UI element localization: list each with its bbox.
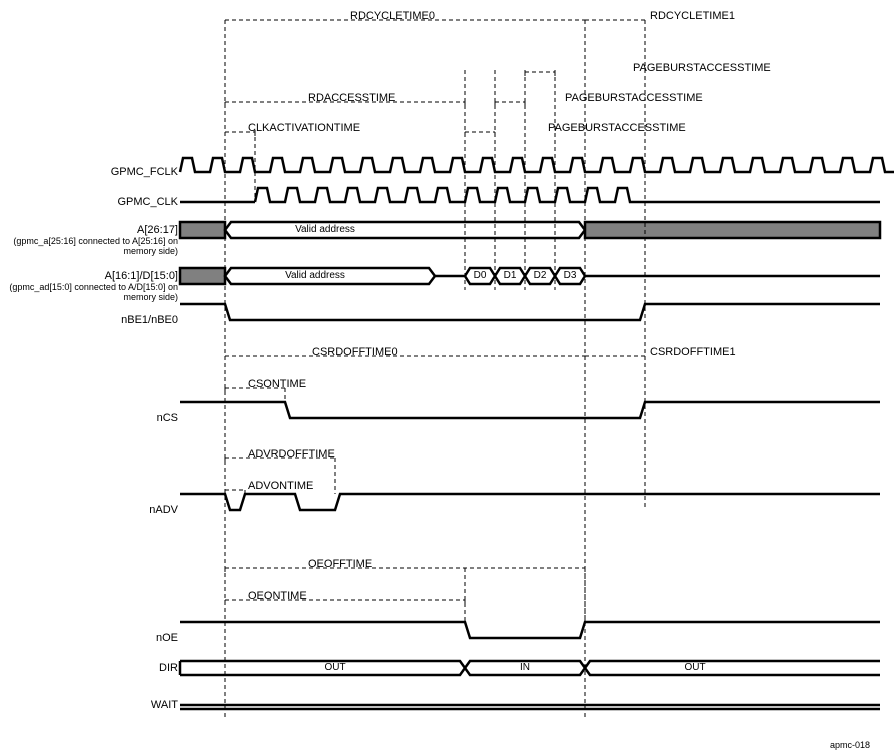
timing-label-1: RDCYCLETIME1 <box>650 10 735 22</box>
dir-out2: OUT <box>665 662 725 673</box>
valid-address-1: Valid address <box>265 224 385 235</box>
signal-label-8: DIR <box>0 662 178 674</box>
signal-label-5: nCS <box>0 412 178 424</box>
timing-label-0: RDCYCLETIME0 <box>350 10 435 22</box>
data-label-d1: D1 <box>499 270 521 281</box>
dir-in: IN <box>505 662 545 673</box>
timing-label-9: CSONTIME <box>248 378 306 390</box>
timing-label-2: PAGEBURSTACCESSTIME <box>633 62 771 74</box>
signal-label-9: WAIT <box>0 699 178 711</box>
signal-label-6: nADV <box>0 504 178 516</box>
signal-label-2: A[26:17] <box>0 224 178 236</box>
footer-label: apmc-018 <box>830 740 870 750</box>
timing-label-7: CSRDOFFTIME0 <box>312 346 398 358</box>
timing-label-12: OEOFFTIME <box>308 558 372 570</box>
data-label-d2: D2 <box>529 270 551 281</box>
dir-out1: OUT <box>305 662 365 673</box>
data-label-d3: D3 <box>559 270 581 281</box>
valid-address-2: Valid address <box>255 270 375 281</box>
signal-label-4: nBE1/nBE0 <box>0 314 178 326</box>
signal-label-3: A[16:1]/D[15:0] <box>0 270 178 282</box>
timing-label-5: PAGEBURSTACCESSTIME <box>548 122 686 134</box>
timing-label-6: CLKACTIVATIONTIME <box>248 122 360 134</box>
signal-label-1: GPMC_CLK <box>0 196 178 208</box>
signal-sublabel-2: (gpmc_a[25:16] connected to A[25:16] on … <box>0 236 178 256</box>
data-label-d0: D0 <box>469 270 491 281</box>
timing-label-3: PAGEBURSTACCESSTIME <box>565 92 703 104</box>
timing-label-13: OEONTIME <box>248 590 307 602</box>
timing-label-8: CSRDOFFTIME1 <box>650 346 736 358</box>
timing-label-10: ADVRDOFFTIME <box>248 448 335 460</box>
signal-label-0: GPMC_FCLK <box>0 166 178 178</box>
timing-label-11: ADVONTIME <box>248 480 313 492</box>
timing-label-4: RDACCESSTIME <box>308 92 395 104</box>
signal-label-7: nOE <box>0 632 178 644</box>
signal-sublabel-3: (gpmc_ad[15:0] connected to A/D[15:0] on… <box>0 282 178 302</box>
